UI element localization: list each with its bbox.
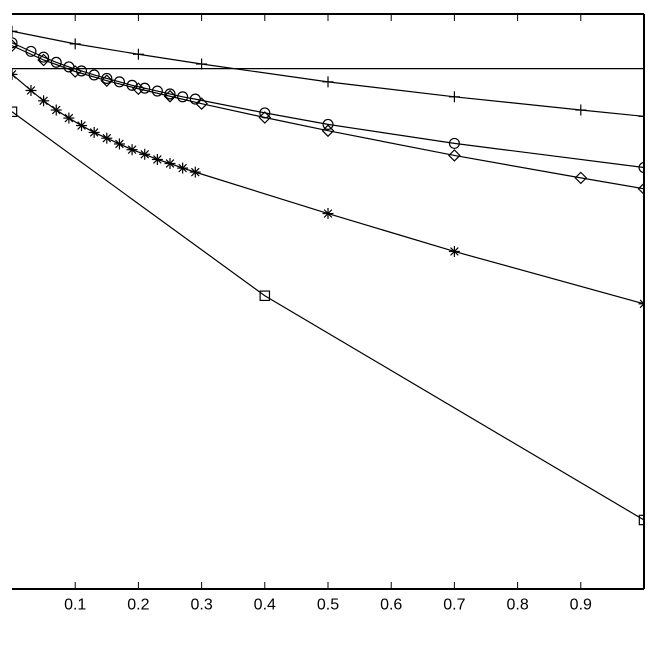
xtick-label: 0.3 — [190, 596, 212, 613]
xtick-label: 0.8 — [506, 596, 528, 613]
xtick-label: 0.1 — [64, 596, 86, 613]
xtick-label: 0.2 — [127, 596, 149, 613]
xtick-label: 0.6 — [380, 596, 402, 613]
line-chart: 0.1 0.2 0.3 0.4 0.5 0.6 0.7 0.8 0.9 — [0, 0, 655, 655]
xtick-label: 0.7 — [443, 596, 465, 613]
xtick-label: 0.4 — [254, 596, 276, 613]
xtick-label: 0.9 — [570, 596, 592, 613]
xtick-label: 0.5 — [317, 596, 339, 613]
